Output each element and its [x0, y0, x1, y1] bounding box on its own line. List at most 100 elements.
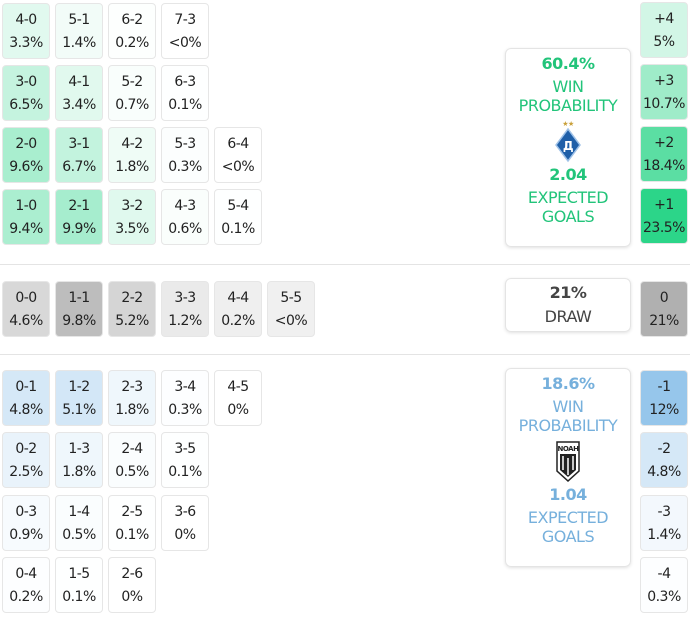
away-margin-cell: -3 1.4% — [640, 495, 688, 551]
cell-pct: 10.7% — [643, 96, 685, 112]
cell-label: 4-5 — [227, 379, 249, 395]
cell-label: 3-5 — [174, 441, 196, 457]
home-win-pct: 60.4% — [541, 54, 595, 73]
cell-pct: 1.8% — [115, 402, 149, 418]
away-score-cell: 3-4 0.3% — [161, 370, 209, 426]
cell-label: 5-5 — [280, 290, 302, 306]
cell-label: 1-1 — [68, 290, 90, 306]
cell-label: -3 — [657, 504, 671, 520]
cell-pct: 0.3% — [168, 159, 202, 175]
cell-label: 4-2 — [121, 136, 143, 152]
away-score-cell: 3-6 0% — [161, 495, 209, 551]
away-score-cell: 0-3 0.9% — [2, 495, 50, 551]
svg-text:NOAH: NOAH — [558, 445, 580, 453]
draw-score-cell: 0-0 4.6% — [2, 281, 50, 337]
away-score-cell: 2-5 0.1% — [108, 495, 156, 551]
cell-pct: 9.4% — [9, 221, 43, 237]
cell-pct: 18.4% — [643, 158, 685, 174]
cell-label: -1 — [657, 379, 671, 395]
cell-pct: 0.1% — [221, 221, 255, 237]
cell-pct: 3.4% — [62, 97, 96, 113]
home-margin-cell: +4 5% — [640, 2, 688, 58]
draw-pct: 21% — [549, 283, 587, 302]
cell-pct: 0% — [121, 589, 143, 605]
away-score-cell: 2-6 0% — [108, 557, 156, 613]
cell-label: 2-5 — [121, 504, 143, 520]
noah-crest-icon: NOAH — [506, 439, 630, 485]
cell-pct: 9.8% — [62, 313, 96, 329]
cell-pct: 0.2% — [115, 35, 149, 51]
away-score-cell: 1-2 5.1% — [55, 370, 103, 426]
cell-pct: 2.5% — [9, 464, 43, 480]
cell-pct: 0.6% — [168, 221, 202, 237]
home-score-cell: 5-4 0.1% — [214, 189, 262, 245]
home-score-cell: 3-0 6.5% — [2, 65, 50, 121]
away-score-cell: 0-1 4.8% — [2, 370, 50, 426]
cell-pct: 3.3% — [9, 35, 43, 51]
away-score-cell: 1-3 1.8% — [55, 432, 103, 488]
cell-label: 2-0 — [15, 136, 37, 152]
draw-margin-cell: 0 21% — [640, 281, 688, 337]
away-score-cell: 2-4 0.5% — [108, 432, 156, 488]
away-score-cell: 0-4 0.2% — [2, 557, 50, 613]
home-score-cell: 5-1 1.4% — [55, 3, 103, 59]
cell-label: +3 — [654, 73, 674, 89]
home-score-cell: 5-3 0.3% — [161, 127, 209, 183]
home-score-cell: 6-2 0.2% — [108, 3, 156, 59]
divider — [0, 264, 690, 265]
cell-label: 4-4 — [227, 290, 249, 306]
cell-label: 2-2 — [121, 290, 143, 306]
cell-label: 4-1 — [68, 74, 90, 90]
draw-score-cell: 4-4 0.2% — [214, 281, 262, 337]
home-score-cell: 4-0 3.3% — [2, 3, 50, 59]
cell-label: 0-4 — [15, 566, 37, 582]
home-score-cell: 5-2 0.7% — [108, 65, 156, 121]
cell-pct: 0.9% — [9, 527, 43, 543]
cell-pct: 3.5% — [115, 221, 149, 237]
away-xg: 1.04 — [549, 485, 587, 504]
cell-label: 6-2 — [121, 12, 143, 28]
home-score-cell: 3-1 6.7% — [55, 127, 103, 183]
home-score-cell: 4-1 3.4% — [55, 65, 103, 121]
cell-label: 3-2 — [121, 198, 143, 214]
away-score-cell: 3-5 0.1% — [161, 432, 209, 488]
away-margin-cell: -4 0.3% — [640, 557, 688, 613]
cell-label: 7-3 — [174, 12, 196, 28]
cell-pct: 0.3% — [168, 402, 202, 418]
cell-label: 1-5 — [68, 566, 90, 582]
cell-label: 3-6 — [174, 504, 196, 520]
cell-pct: 4.8% — [647, 464, 681, 480]
cell-label: 0-1 — [15, 379, 37, 395]
home-xg: 2.04 — [549, 165, 587, 184]
cell-pct: 4.8% — [9, 402, 43, 418]
dynamo-kyiv-crest-icon: ★★ Д — [506, 119, 630, 165]
home-score-cell: 4-3 0.6% — [161, 189, 209, 245]
away-score-cell: 1-5 0.1% — [55, 557, 103, 613]
cell-label: 2-6 — [121, 566, 143, 582]
cell-pct: 6.5% — [9, 97, 43, 113]
cell-label: 5-2 — [121, 74, 143, 90]
away-score-cell: 2-3 1.8% — [108, 370, 156, 426]
cell-pct: 6.7% — [62, 159, 96, 175]
home-margin-cell: +1 23.5% — [640, 188, 688, 244]
away-win-label: WIN — [552, 397, 584, 416]
cell-label: 0-2 — [15, 441, 37, 457]
cell-pct: 1.4% — [62, 35, 96, 51]
cell-pct: <0% — [168, 35, 202, 51]
cell-label: -4 — [657, 566, 671, 582]
home-score-cell: 4-2 1.8% — [108, 127, 156, 183]
away-margin-cell: -1 12% — [640, 370, 688, 426]
cell-label: 0 — [659, 290, 669, 306]
cell-pct: 0% — [174, 527, 196, 543]
cell-pct: 0.1% — [115, 527, 149, 543]
cell-pct: 9.6% — [9, 159, 43, 175]
cell-label: 3-1 — [68, 136, 90, 152]
cell-pct: 0.1% — [62, 589, 96, 605]
home-xg-label-2: GOALS — [541, 207, 595, 226]
cell-pct: 0.2% — [9, 589, 43, 605]
cell-label: 2-3 — [121, 379, 143, 395]
home-margin-cell: +2 18.4% — [640, 126, 688, 182]
cell-pct: <0% — [274, 313, 308, 329]
home-score-cell: 1-0 9.4% — [2, 189, 50, 245]
cell-label: 2-1 — [68, 198, 90, 214]
